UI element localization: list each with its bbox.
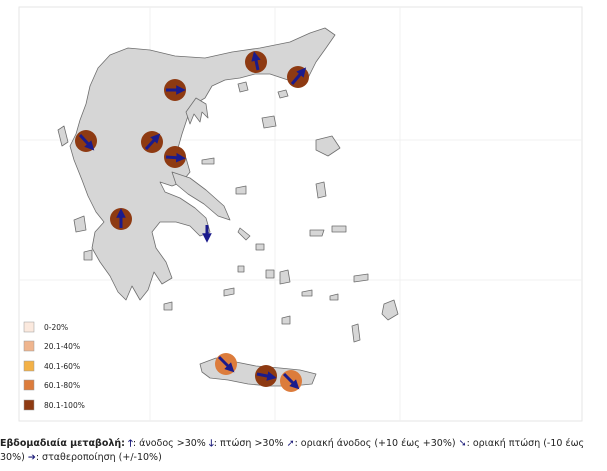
- legend-label-4: 80.1-100%: [44, 401, 85, 410]
- amorgos: [301, 289, 313, 297]
- arrow-icon: [282, 372, 300, 390]
- arrow-icon: [144, 133, 161, 151]
- legend-swatch-0: [23, 321, 35, 333]
- santorini: [281, 315, 291, 325]
- chalkidiki: [185, 97, 209, 125]
- chios: [315, 181, 327, 199]
- legend-swatch-3: [23, 379, 35, 391]
- arrow-icon: [165, 152, 186, 163]
- paros: [265, 269, 275, 279]
- samothraki: [277, 89, 289, 99]
- diagonal-up-arrow-icon: ➚: [286, 438, 295, 449]
- diagonal-down-arrow-icon: ➘: [458, 438, 467, 449]
- caption-line2-start: 30%): [0, 452, 25, 463]
- samos: [331, 225, 347, 233]
- karpathos: [351, 323, 361, 343]
- marker-evros-west: [245, 51, 267, 73]
- thasos: [237, 81, 249, 93]
- kos: [353, 273, 369, 283]
- marker-larisa: [141, 131, 163, 153]
- naxos: [279, 269, 291, 285]
- marker-evros: [287, 66, 309, 88]
- arrow-icon: [256, 371, 277, 381]
- caption-right-text: : σταθεροποίηση (+/-10%): [35, 452, 162, 463]
- lesvos: [315, 135, 341, 157]
- marker-aitoloakarnania: [110, 208, 132, 230]
- up-arrow-icon: 🡑: [127, 438, 133, 449]
- kefalonia: [73, 215, 87, 233]
- marker-crete-east: [280, 370, 302, 392]
- zakynthos: [83, 249, 93, 261]
- legend-label-0: 0-20%: [44, 323, 68, 332]
- kythira: [163, 301, 173, 311]
- legend: 0-20% 20.1-40% 40.1-60% 60.1-80% 80.1-10…: [23, 321, 85, 411]
- legend-swatch-2: [23, 360, 35, 372]
- milos: [223, 287, 235, 297]
- legend-swatch-1: [23, 340, 35, 352]
- arrow-icon: [251, 51, 261, 71]
- marker-crete-west: [215, 353, 237, 375]
- corfu: [57, 125, 69, 147]
- legend-swatch-4: [23, 399, 35, 411]
- skyros: [235, 185, 247, 195]
- mainland: [69, 27, 336, 301]
- marker-magnesia: [164, 146, 186, 168]
- marker-ioannina: [75, 130, 97, 152]
- caption-diag-down-text: : οριακή πτώση (-10 έως: [466, 438, 585, 449]
- arrow-icon: [217, 355, 235, 373]
- rhodes: [381, 299, 399, 321]
- ikaria: [309, 229, 325, 237]
- caption-up-text: : άνοδος >30%: [132, 438, 206, 449]
- legend-label-1: 20.1-40%: [44, 342, 80, 351]
- legend-label-3: 60.1-80%: [44, 381, 80, 390]
- marker-crete-center: [255, 365, 277, 387]
- astypalaia: [329, 293, 339, 301]
- caption-line-2: 30%) ➔: σταθεροποίηση (+/-10%): [0, 452, 607, 463]
- lemnos: [261, 115, 277, 129]
- caption-down-text: : πτώση >30%: [213, 438, 284, 449]
- down-arrow-icon: 🡓: [208, 438, 214, 449]
- tinos: [255, 243, 265, 251]
- caption-diag-up-text: : οριακή άνοδος (+10 έως +30%): [294, 438, 456, 449]
- arrow-icon: [78, 133, 95, 151]
- andros: [237, 227, 251, 241]
- caption-title: Εβδομαδιαία μεταβολή:: [0, 438, 125, 449]
- arrow-icon: [290, 67, 307, 85]
- marker-thessaloniki: [164, 79, 186, 101]
- right-arrow-icon: ➔: [27, 452, 36, 463]
- sporades: [201, 157, 215, 165]
- serifos: [237, 265, 245, 273]
- caption-line-1: Εβδομαδιαία μεταβολή: 🡑: άνοδος >30% 🡓: …: [0, 436, 607, 452]
- legend-label-2: 40.1-60%: [44, 362, 80, 371]
- evia: [171, 171, 231, 221]
